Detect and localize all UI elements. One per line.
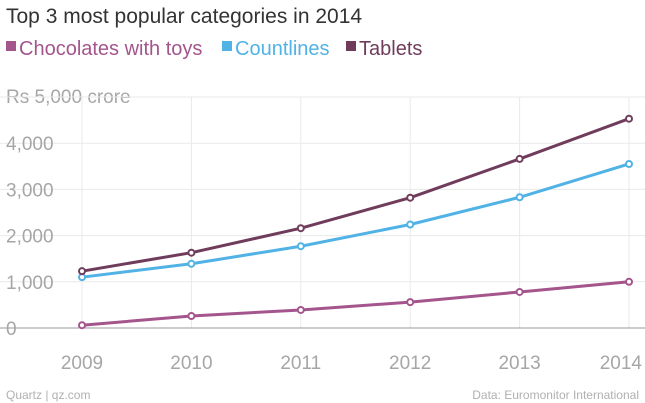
- x-axis: 2009 2010 2011 2012 2013 2014: [61, 353, 643, 374]
- y-tick-label-3000: 3,000: [6, 180, 54, 201]
- series-line-countlines: [80, 162, 631, 279]
- data-point-chocolates-with-toys-2011: [296, 305, 305, 314]
- data-point-chocolates-with-toys-2010: [187, 311, 196, 320]
- x-tick-label-2011: 2011: [280, 353, 321, 374]
- legend: Chocolates with toys Countlines Tablets: [6, 38, 422, 60]
- data-point-tablets-2014: [625, 114, 633, 123]
- legend-label-countlines: Countlines: [235, 38, 330, 60]
- y-tick-label-4000: 4,000: [6, 134, 54, 155]
- data-point-chocolates-with-toys-2012: [406, 298, 415, 307]
- legend-label-tablets: Tablets: [359, 38, 422, 60]
- gridlines: [0, 96, 645, 329]
- series-line-tablets: [80, 117, 631, 273]
- legend-label-chocolates-with-toys: Chocolates with toys: [19, 38, 202, 60]
- data-point-tablets-2011: [296, 224, 305, 233]
- x-tick-label-2012: 2012: [389, 353, 431, 374]
- series-line-chocolates-with-toys: [80, 280, 631, 327]
- data-point-countlines-2013: [515, 193, 524, 202]
- series-group: [78, 114, 633, 330]
- x-tick-label-2014: 2014: [600, 353, 643, 374]
- data-point-chocolates-with-toys-2009: [78, 321, 86, 330]
- chart-title: Top 3 most popular categories in 2014: [6, 5, 362, 28]
- y-tick-label-0: 0: [6, 319, 17, 340]
- data-point-countlines-2011: [296, 242, 305, 251]
- data-point-countlines-2010: [187, 259, 196, 268]
- x-tick-label-2009: 2009: [61, 353, 103, 374]
- y-axis: 0 1,000 2,000 3,000 4,000: [6, 134, 54, 340]
- source-credit: Quartz | qz.com: [6, 388, 90, 402]
- data-point-tablets-2009: [78, 267, 86, 276]
- y-tick-label-2000: 2,000: [6, 227, 54, 248]
- data-point-chocolates-with-toys-2013: [515, 287, 524, 296]
- legend-swatch-countlines: [222, 41, 232, 51]
- x-tick-label-2013: 2013: [498, 353, 540, 374]
- legend-swatch-chocolates-with-toys: [6, 41, 16, 51]
- data-point-tablets-2012: [406, 193, 415, 202]
- data-point-tablets-2013: [515, 154, 524, 163]
- legend-swatch-tablets: [346, 41, 356, 51]
- data-point-countlines-2014: [625, 159, 633, 168]
- data-source: Data: Euromonitor International: [472, 388, 639, 402]
- x-tick-label-2010: 2010: [170, 353, 212, 374]
- data-point-countlines-2012: [406, 220, 415, 229]
- data-point-chocolates-with-toys-2014: [625, 277, 633, 286]
- y-tick-label-1000: 1,000: [6, 273, 54, 294]
- data-point-tablets-2010: [187, 248, 196, 257]
